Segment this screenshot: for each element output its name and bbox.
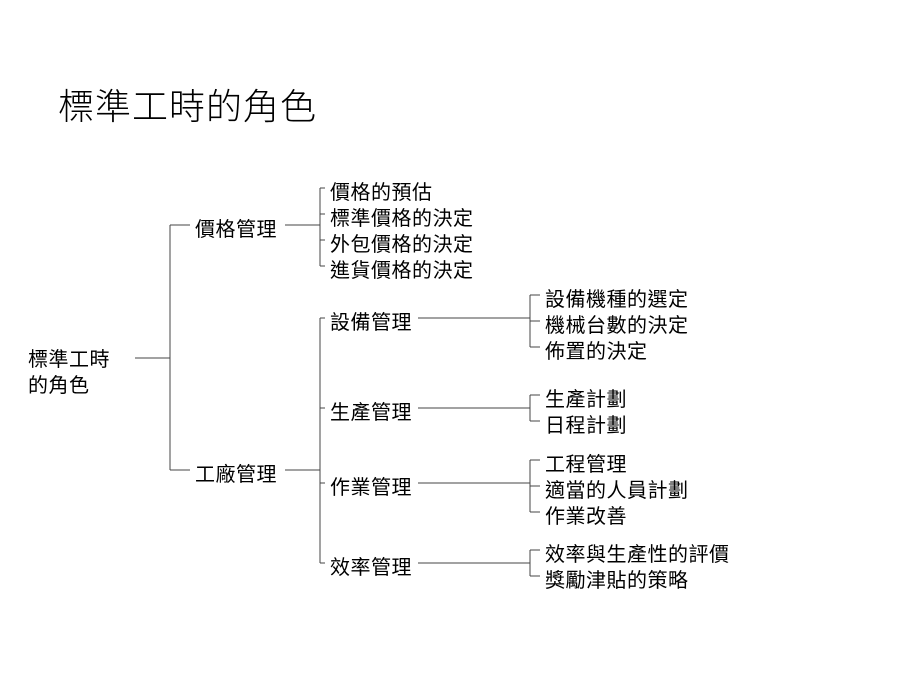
slide-canvas: 標準工時的角色 標準工時 的角色 價格管理工廠管理 價格的預估標準價格的決定外包價…: [0, 0, 920, 690]
leaf-equip-0: 設備機種的選定: [545, 283, 689, 312]
node-eff: 效率管理: [330, 551, 412, 580]
slide-title: 標準工時的角色: [58, 78, 317, 130]
node-prod: 生產管理: [330, 396, 412, 425]
leaf-price-0: 價格的預估: [330, 176, 433, 205]
tree-root-line1: 標準工時: [28, 345, 110, 371]
node-factory: 工廠管理: [195, 458, 277, 487]
node-equip: 設備管理: [330, 306, 412, 335]
leaf-price-3: 進貨價格的決定: [330, 254, 474, 283]
leaf-equip-2: 佈置的決定: [545, 335, 648, 364]
leaf-price-2: 外包價格的決定: [330, 228, 474, 257]
node-price: 價格管理: [195, 213, 277, 242]
leaf-work-2: 作業改善: [545, 500, 627, 529]
tree-root: 標準工時 的角色: [28, 345, 110, 397]
leaf-price-1: 標準價格的決定: [330, 202, 474, 231]
leaf-prod-1: 日程計劃: [545, 409, 627, 438]
leaf-eff-1: 獎勵津貼的策略: [545, 564, 689, 593]
tree-root-line2: 的角色: [28, 371, 110, 397]
leaf-work-0: 工程管理: [545, 448, 627, 477]
leaf-work-1: 適當的人員計劃: [545, 474, 689, 503]
node-work: 作業管理: [330, 471, 412, 500]
leaf-eff-0: 效率與生產性的評價: [545, 538, 730, 567]
leaf-equip-1: 機械台數的決定: [545, 309, 689, 338]
leaf-prod-0: 生產計劃: [545, 383, 627, 412]
